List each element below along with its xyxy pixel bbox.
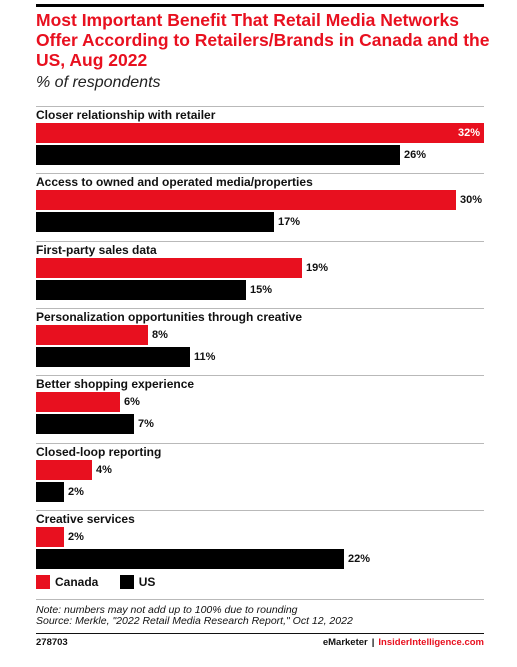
category-label: First-party sales data [36,242,157,257]
bar-us [36,346,190,367]
bar-canada [36,459,92,480]
category-divider [36,442,484,444]
bar-canada [36,392,120,413]
legend-label-us: US [138,575,156,589]
bar-canada [36,526,64,547]
legend-item-canada: Canada [36,575,98,589]
footnote: Note: numbers may not add up to 100% due… [36,604,298,616]
category-label: Better shopping experience [36,377,195,392]
category-divider [36,375,484,377]
data-label-us: 7% [138,418,154,431]
bar-us [36,548,344,569]
category-label: Access to owned and operated media/prope… [36,175,313,190]
data-label-canada: 30% [460,194,483,207]
data-label-us: 17% [278,216,301,229]
category-label: Closer relationship with retailer [36,108,216,122]
legend-swatch-us [119,575,134,589]
data-label-us: 22% [348,552,371,565]
chart-id: 278703 [36,637,68,648]
brand-emarketer: eMarketer [322,637,368,648]
chart-subtitle: % of respondents [36,74,161,91]
legend: Canada US [36,575,173,589]
bar-us [36,414,134,435]
data-label-us: 26% [404,149,427,161]
category-divider [36,307,484,309]
data-label-canada: 6% [124,396,140,409]
footer-rule [36,633,484,634]
data-label-canada: 8% [152,328,168,341]
legend-swatch-canada [36,575,50,589]
category-label: Closed-loop reporting [36,444,162,459]
bar-us [36,279,246,300]
bar-us [36,212,274,233]
bar-canada [36,123,484,143]
data-label-us: 2% [68,485,84,498]
brand-credit: eMarketer | InsiderIntelligence.com [323,637,484,648]
source-note: Source: Merkle, "2022 Retail Media Resea… [36,615,353,627]
brand-separator: | [371,637,375,648]
data-label-canada: 2% [68,530,84,543]
category-divider [36,173,484,175]
brand-insider-intelligence: InsiderIntelligence.com [378,637,484,648]
data-label-us: 11% [194,350,216,363]
bar-canada [36,257,302,278]
legend-item-us: US [119,575,156,589]
data-label-us: 15% [250,283,273,296]
category-label: Creative services [36,511,135,526]
legend-label-canada: Canada [55,575,99,589]
category-divider [36,240,484,242]
category-divider [36,106,484,107]
data-label-canada: 19% [306,261,329,274]
footer-divider [36,599,484,600]
bar-us [36,145,400,165]
data-label-canada: 32% [457,127,480,139]
category-label: Personalization opportunities through cr… [36,309,303,324]
category-divider [36,509,484,511]
chart-title: Most Important Benefit That Retail Media… [36,10,490,70]
data-label-canada: 4% [96,463,112,476]
bar-us [36,481,64,502]
bar-canada [36,190,456,211]
bar-canada [36,324,148,345]
top-rule [36,4,484,7]
